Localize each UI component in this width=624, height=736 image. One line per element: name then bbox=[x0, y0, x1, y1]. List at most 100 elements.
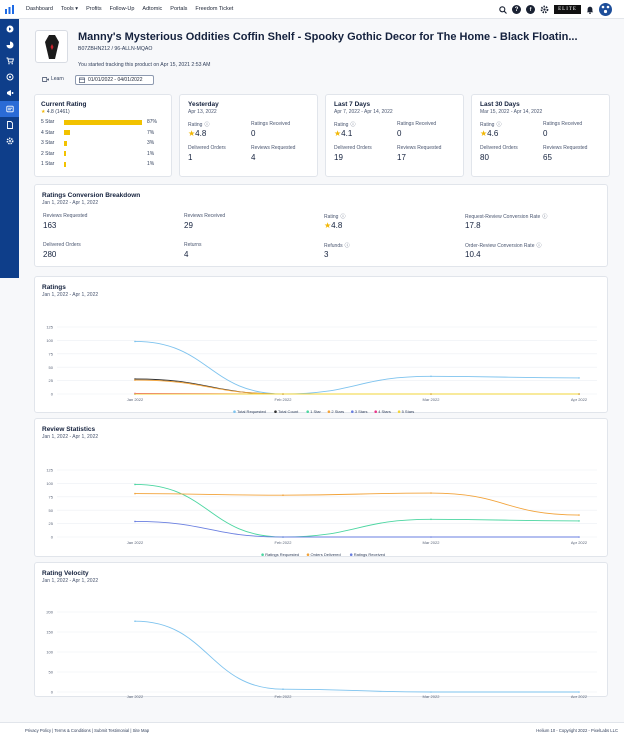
conversion-stat-label: Returns bbox=[184, 242, 202, 248]
period-dates: Apr 13, 2022 bbox=[188, 109, 217, 115]
legend-label[interactable]: Ratings Requested bbox=[265, 552, 299, 557]
x-tick-label: Jan 2022 bbox=[127, 540, 144, 545]
sidebar-target-icon[interactable] bbox=[0, 69, 19, 85]
nav-freedom-ticket[interactable]: Freedom Ticket bbox=[195, 6, 234, 12]
data-point bbox=[430, 393, 432, 395]
y-tick-label: 50 bbox=[49, 670, 54, 675]
sidebar-campaigns-icon[interactable] bbox=[0, 85, 19, 101]
period-card: Last 7 Days Apr 7, 2022 - Apr 14, 2022 Rat… bbox=[325, 94, 464, 177]
info-icon[interactable]: ⓘ bbox=[350, 122, 356, 128]
info-icon[interactable]: ⓘ bbox=[204, 122, 210, 128]
user-avatar[interactable] bbox=[599, 3, 612, 16]
rating-row-label: 5 Star bbox=[41, 119, 55, 125]
sidebar-settings-icon[interactable] bbox=[0, 133, 19, 149]
legend-marker bbox=[351, 410, 354, 413]
facebook-icon[interactable]: f bbox=[526, 5, 536, 14]
info-icon[interactable]: ⓘ bbox=[340, 214, 346, 220]
legend-label[interactable]: Total Requested bbox=[237, 409, 266, 414]
info-icon[interactable]: ⓘ bbox=[536, 243, 542, 249]
legend-marker bbox=[349, 553, 353, 556]
delivered-orders-value: 80 bbox=[480, 153, 489, 162]
tracking-started-text: You started tracking this product on Apr… bbox=[78, 62, 211, 68]
x-tick-label: Apr 2022 bbox=[571, 694, 588, 698]
nav-tools[interactable]: Tools ▾ bbox=[61, 6, 78, 12]
period-title: Last 30 Days bbox=[480, 101, 520, 108]
help-icon[interactable]: ? bbox=[512, 5, 522, 14]
legend-label[interactable]: Total Count bbox=[278, 409, 299, 414]
ratings-chart: 0 25 50 75 100 125 Jan 2022 Feb 2022 Mar 2022 Apr… bbox=[46, 325, 597, 414]
rating-velocity-title: Rating Velocity bbox=[42, 570, 89, 577]
sidebar-document-icon[interactable] bbox=[0, 117, 19, 133]
conversion-card: Ratings Conversion Breakdown Jan 1, 2022… bbox=[34, 184, 608, 267]
review-statistics-title: Review Statistics bbox=[42, 426, 96, 433]
data-point bbox=[282, 688, 284, 690]
rating-bar-fill bbox=[64, 161, 66, 167]
rating-label-text: Rating bbox=[480, 122, 495, 128]
data-point bbox=[430, 536, 432, 538]
conversion-stat-value: 163 bbox=[43, 221, 56, 230]
conversion-stat-label: Delivered Orders bbox=[43, 242, 81, 248]
current-rating-score: 4.8 bbox=[46, 109, 54, 115]
nav-dashboard[interactable]: Dashboard bbox=[26, 6, 53, 12]
ratings-chart-title: Ratings bbox=[42, 284, 66, 291]
data-point bbox=[578, 377, 580, 379]
data-point bbox=[430, 375, 432, 378]
ratings-received-label: Ratings Received bbox=[251, 121, 291, 127]
y-tick-label: 100 bbox=[46, 650, 53, 655]
info-icon[interactable]: ⓘ bbox=[496, 122, 502, 128]
conversion-stat-label: Reviews Received bbox=[184, 213, 225, 219]
legend-label[interactable]: 3 Stars bbox=[355, 409, 368, 414]
nav-portals[interactable]: Portals bbox=[170, 6, 188, 12]
chevron-down-icon: ▾ bbox=[75, 6, 79, 12]
legend-label[interactable]: Orders Delivered bbox=[311, 552, 341, 557]
learn-button[interactable]: Learn bbox=[42, 76, 64, 82]
x-tick-label: Feb 2022 bbox=[275, 694, 293, 698]
rating-value: ★4.1 bbox=[334, 129, 352, 138]
settings-gear-icon[interactable] bbox=[540, 5, 549, 14]
rating-velocity-card: Rating Velocity Jan 1, 2022 - Apr 1, 202… bbox=[34, 562, 608, 698]
legend-label[interactable]: Ratings Received bbox=[354, 552, 385, 557]
delivered-orders-value: 1 bbox=[188, 153, 193, 162]
conversion-stat-number: 10.4 bbox=[465, 250, 481, 259]
helium10-logo-icon[interactable] bbox=[0, 0, 19, 19]
conversion-stat-label: Reviews Requested bbox=[43, 213, 87, 219]
legend-marker bbox=[327, 410, 331, 413]
rating-row-pct: 1% bbox=[147, 150, 155, 157]
delivered-orders-label: Delivered Orders bbox=[480, 145, 518, 151]
x-tick-label: Apr 2022 bbox=[571, 397, 588, 402]
legend-label[interactable]: 1 Star bbox=[310, 409, 321, 414]
nav-follow-up[interactable]: Follow-Up bbox=[109, 6, 135, 12]
date-range-value: 01/01/2022 - 04/01/2022 bbox=[88, 77, 143, 83]
star-icon: ★ bbox=[480, 129, 488, 138]
ratings-chart-card: Ratings Jan 1, 2022 - Apr 1, 2022 0 25 50 7… bbox=[34, 276, 608, 414]
rating-velocity-dates: Jan 1, 2022 - Apr 1, 2022 bbox=[42, 578, 99, 584]
reviews-requested-value: 4 bbox=[251, 153, 256, 162]
rating-bar-track bbox=[64, 119, 161, 125]
sidebar-cart-icon[interactable] bbox=[0, 53, 19, 69]
search-icon[interactable] bbox=[499, 5, 507, 14]
legend-label[interactable]: 4 Stars bbox=[378, 409, 391, 414]
sidebar-dashboard-icon[interactable] bbox=[0, 21, 19, 37]
delivered-orders-value: 19 bbox=[334, 153, 343, 162]
current-rating-summary: ★ 4.8 (1461) bbox=[41, 109, 70, 115]
review-statistics-card: Review Statistics Jan 1, 2022 - Apr 1, 2… bbox=[34, 418, 608, 557]
footer: Privacy Policy | Terms & Conditions | Su… bbox=[0, 722, 624, 736]
x-tick-label: Feb 2022 bbox=[275, 540, 293, 545]
sidebar-profits-icon[interactable] bbox=[0, 37, 19, 53]
calendar-icon bbox=[79, 77, 85, 83]
legend-label[interactable]: 5 Stars bbox=[402, 409, 415, 414]
footer-links[interactable]: Privacy Policy | Terms & Conditions | Su… bbox=[25, 728, 150, 733]
conversion-stat-label: Refunds ⓘ bbox=[324, 242, 350, 249]
rating-row-label: 4 Star bbox=[41, 129, 55, 136]
info-icon[interactable]: ⓘ bbox=[344, 243, 350, 249]
nav-adtomic[interactable]: Adtomic bbox=[142, 6, 163, 12]
nav-profits[interactable]: Profits bbox=[86, 6, 102, 12]
data-point bbox=[134, 340, 136, 343]
elite-badge: ELITE bbox=[554, 5, 581, 14]
sidebar-reviews-icon[interactable] bbox=[0, 101, 19, 117]
bell-icon[interactable] bbox=[586, 6, 594, 14]
date-range-picker[interactable]: 01/01/2022 - 04/01/2022 bbox=[75, 75, 154, 85]
conversion-stat-value: 29 bbox=[184, 221, 193, 230]
legend-label[interactable]: 2 Stars bbox=[331, 409, 344, 414]
info-icon[interactable]: ⓘ bbox=[542, 214, 548, 220]
